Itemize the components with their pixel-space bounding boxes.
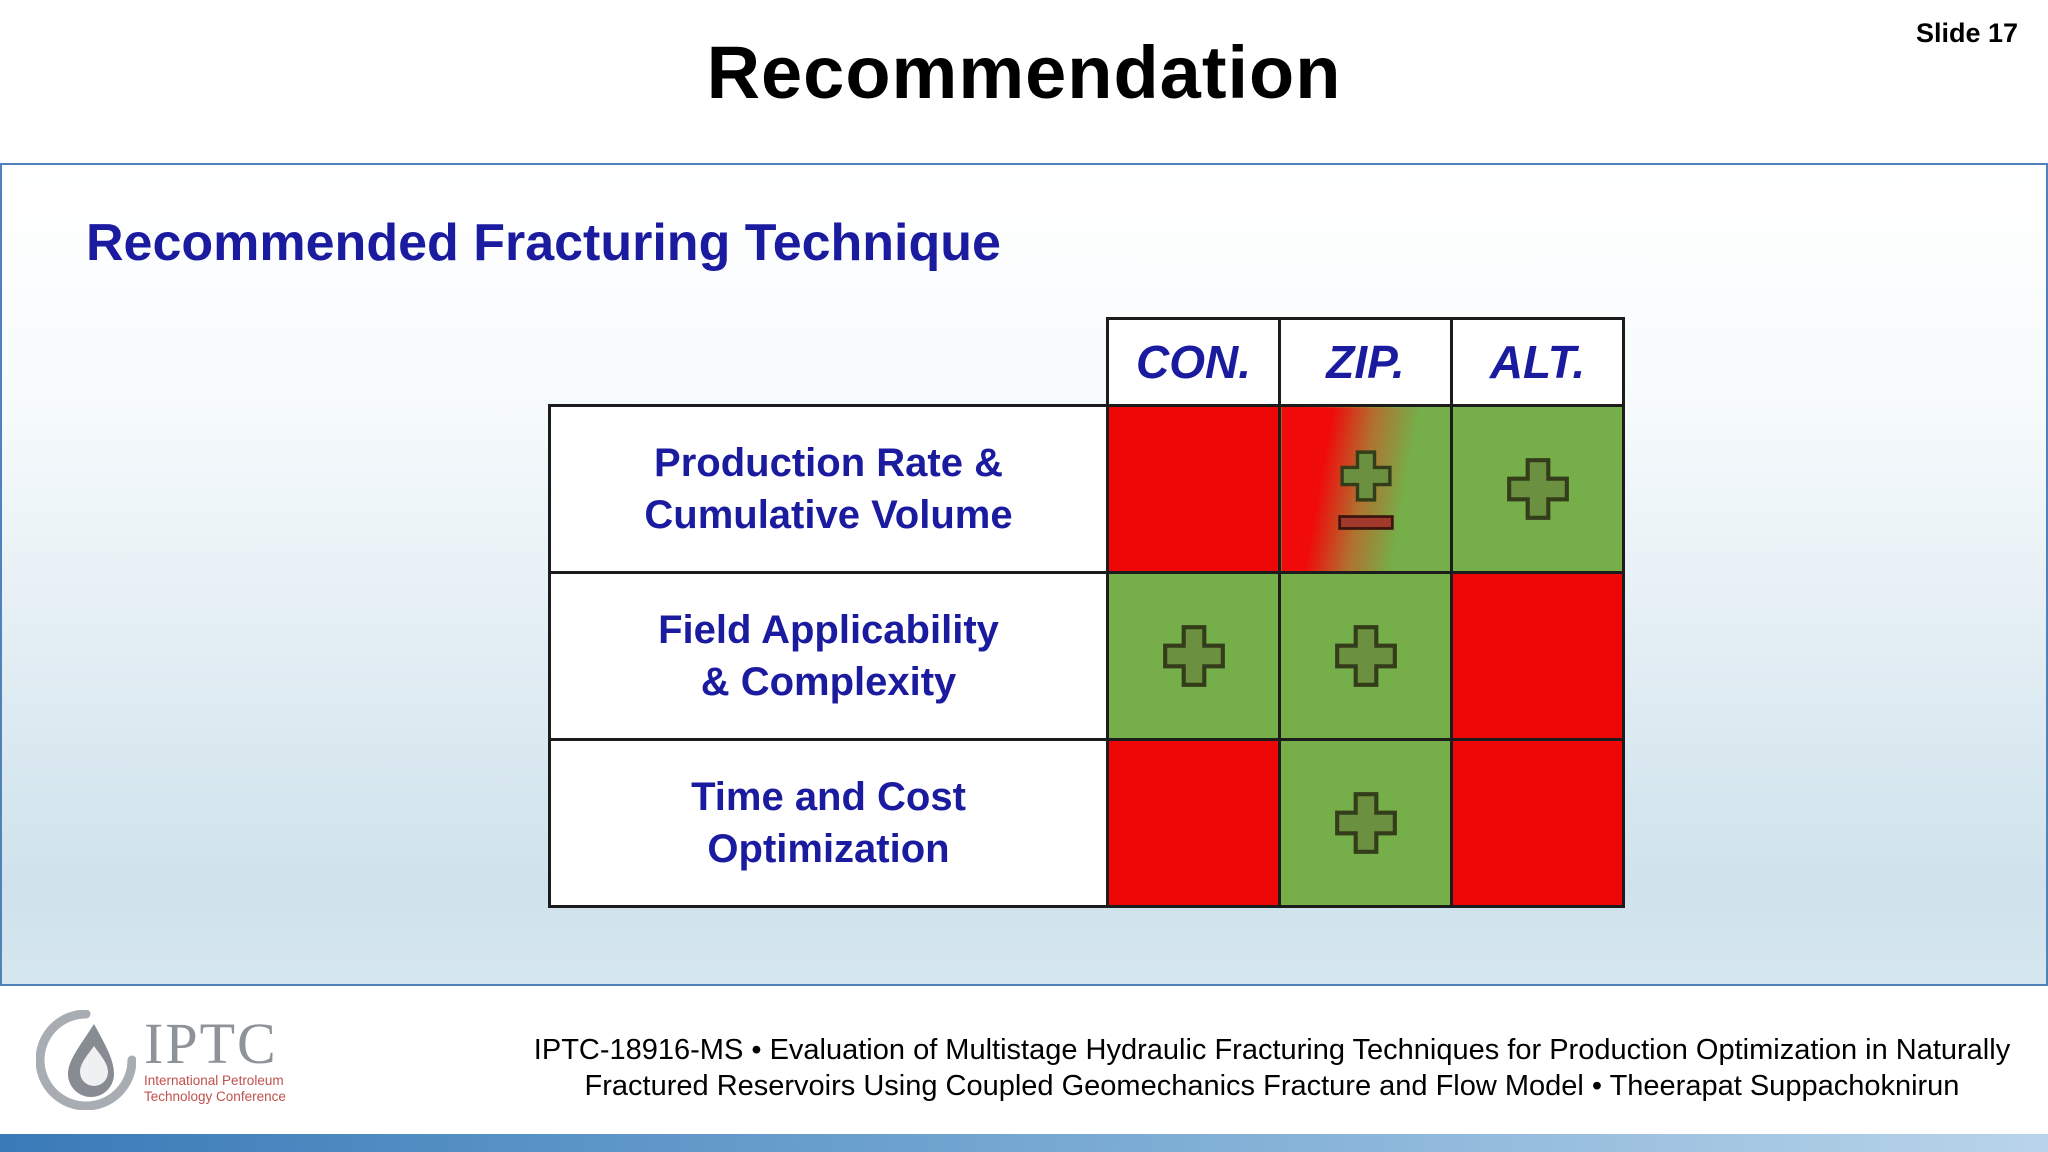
plus-icon	[1331, 788, 1401, 858]
citation-line: IPTC-18916-MS • Evaluation of Multistage…	[533, 1034, 2011, 1066]
bottom-accent-bar	[0, 1134, 2048, 1152]
plus-icon	[1503, 454, 1573, 524]
row-label-line: Field Applicability	[658, 608, 999, 652]
row-label-applicability: Field Applicability & Complexity	[548, 571, 1109, 741]
column-header-con: CON.	[1106, 317, 1281, 407]
row-label-line: Time and Cost	[691, 775, 966, 819]
row-label-line: Cumulative Volume	[644, 493, 1013, 537]
slide-title: Recommendation	[706, 31, 1342, 114]
table-cell	[1106, 738, 1281, 908]
table-cell	[1106, 404, 1281, 574]
column-header-zip: ZIP.	[1278, 317, 1453, 407]
row-label-time-cost: Time and Cost Optimization	[548, 738, 1109, 908]
table-cell	[1278, 404, 1453, 574]
content-panel: Recommended Fracturing Technique CON. ZI…	[0, 163, 2048, 986]
iptc-logo: IPTC International Petroleum Technology …	[36, 1010, 286, 1110]
table-cell	[1106, 571, 1281, 741]
plus-icon	[1159, 621, 1229, 691]
plus-icon	[1337, 447, 1395, 505]
logo-text: IPTC International Petroleum Technology …	[144, 1010, 286, 1105]
table-row: Field Applicability & Complexity	[548, 571, 1625, 741]
row-label-line: Production Rate &	[654, 441, 1003, 485]
table-row: Production Rate & Cumulative Volume	[548, 404, 1625, 574]
citation: IPTC-18916-MS • Evaluation of Multistage…	[520, 1032, 2024, 1104]
table-cell	[1450, 404, 1625, 574]
iptc-flame-icon	[36, 1010, 136, 1110]
table-row: Time and Cost Optimization	[548, 738, 1625, 908]
minus-icon	[1337, 514, 1395, 531]
logo-acronym: IPTC	[144, 1010, 278, 1076]
row-label-production: Production Rate & Cumulative Volume	[548, 404, 1109, 574]
table-corner-spacer	[550, 319, 1108, 406]
row-label-line: Optimization	[707, 827, 950, 871]
logo-name-line: International Petroleum	[144, 1072, 284, 1088]
citation-line: Fractured Reservoirs Using Coupled Geome…	[584, 1070, 1960, 1102]
table-cell	[1450, 738, 1625, 908]
plus-icon	[1331, 621, 1401, 691]
table-cell	[1278, 738, 1453, 908]
slide-number: Slide 17	[1915, 18, 2018, 48]
recommendation-table: CON. ZIP. ALT. Production Rate & Cumulat…	[548, 317, 1625, 908]
table-header-row: CON. ZIP. ALT.	[550, 317, 1625, 407]
logo-name-line: Technology Conference	[144, 1089, 286, 1104]
section-heading: Recommended Fracturing Technique	[86, 214, 1001, 272]
column-header-alt: ALT.	[1450, 317, 1625, 407]
table-cell	[1278, 571, 1453, 741]
row-label-line: & Complexity	[700, 660, 957, 704]
table-cell	[1450, 571, 1625, 741]
